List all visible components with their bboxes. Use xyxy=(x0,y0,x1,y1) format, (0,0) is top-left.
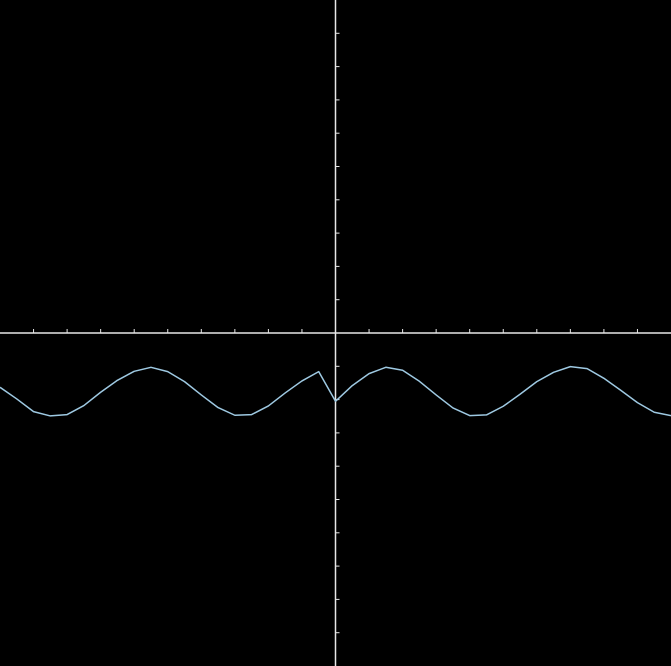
series-layer xyxy=(0,365,671,417)
series-line xyxy=(0,365,671,417)
